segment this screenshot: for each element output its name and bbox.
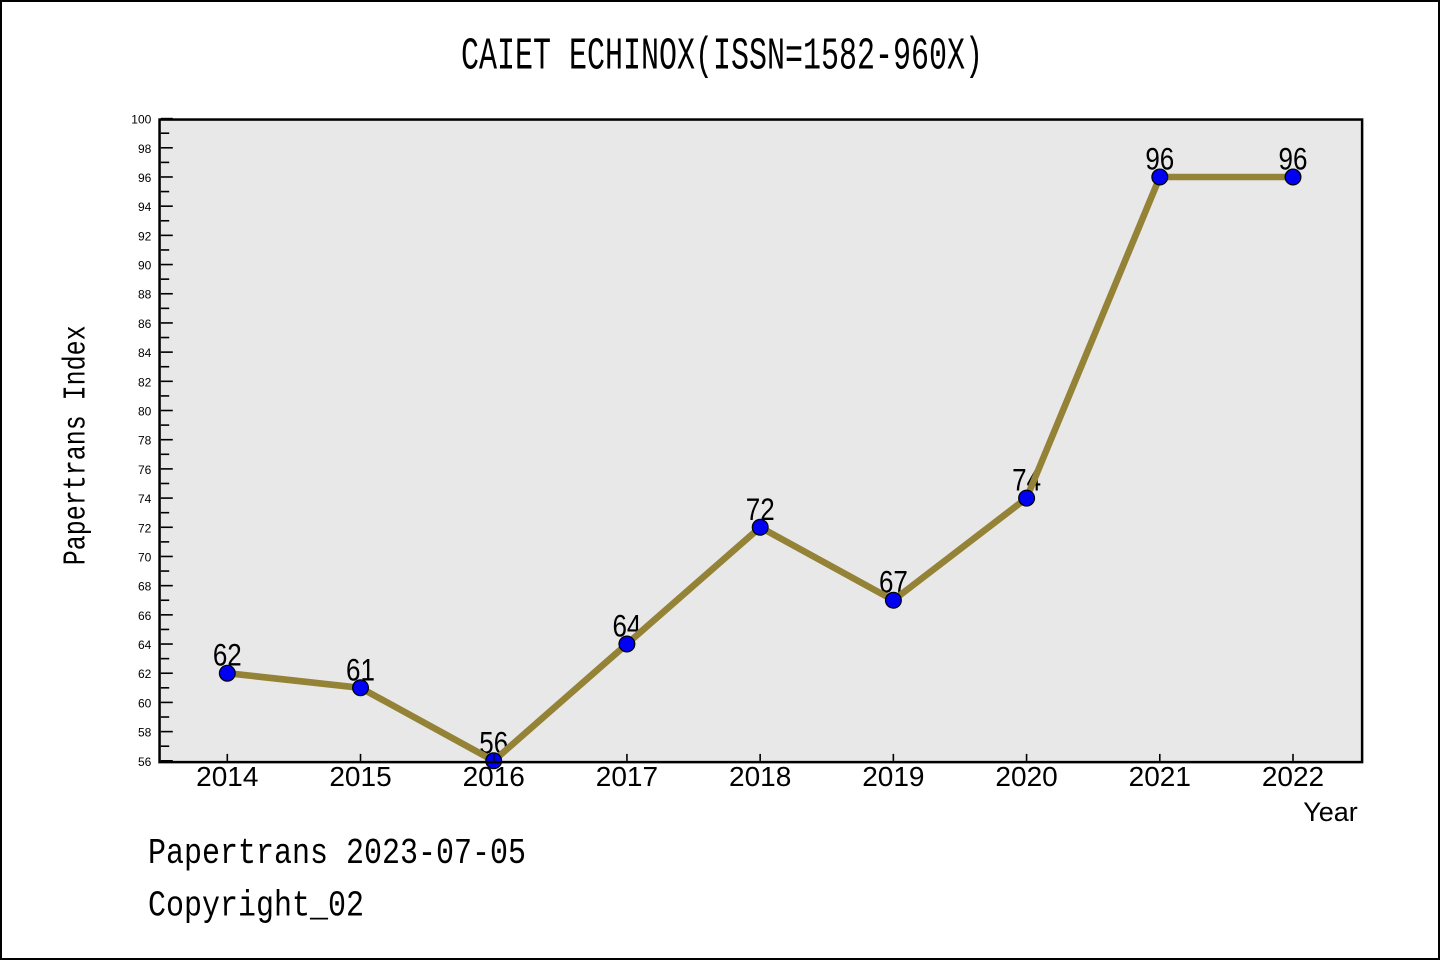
- svg-text:2022: 2022: [1262, 761, 1324, 792]
- svg-text:76: 76: [138, 463, 152, 477]
- svg-text:Year: Year: [1303, 797, 1358, 827]
- svg-text:2020: 2020: [995, 761, 1057, 792]
- svg-text:CAIET ECHINOX(ISSN=1582-960X): CAIET ECHINOX(ISSN=1582-960X): [461, 32, 983, 83]
- svg-text:88: 88: [138, 288, 152, 302]
- svg-text:64: 64: [138, 638, 152, 652]
- svg-text:90: 90: [138, 259, 152, 273]
- svg-text:66: 66: [138, 609, 152, 623]
- svg-text:98: 98: [138, 142, 152, 156]
- svg-text:70: 70: [138, 550, 152, 564]
- svg-text:2018: 2018: [729, 761, 791, 792]
- svg-text:Papertrans Index: Papertrans Index: [58, 325, 95, 565]
- svg-text:74: 74: [138, 492, 152, 506]
- svg-text:82: 82: [138, 375, 152, 389]
- svg-text:94: 94: [138, 200, 152, 214]
- svg-text:100: 100: [131, 113, 151, 127]
- svg-text:56: 56: [138, 755, 152, 769]
- svg-text:62: 62: [138, 667, 152, 681]
- svg-text:2015: 2015: [329, 761, 391, 792]
- svg-text:60: 60: [138, 696, 152, 710]
- svg-text:2019: 2019: [862, 761, 924, 792]
- svg-text:58: 58: [138, 726, 152, 740]
- svg-text:78: 78: [138, 434, 152, 448]
- svg-text:92: 92: [138, 229, 152, 243]
- svg-text:72: 72: [138, 521, 152, 535]
- svg-text:2017: 2017: [596, 761, 658, 792]
- svg-text:Copyright_02: Copyright_02: [148, 885, 364, 926]
- svg-text:86: 86: [138, 317, 152, 331]
- svg-text:2021: 2021: [1129, 761, 1191, 792]
- svg-text:96: 96: [138, 171, 152, 185]
- svg-text:2014: 2014: [196, 761, 258, 792]
- svg-text:80: 80: [138, 405, 152, 419]
- svg-text:84: 84: [138, 346, 152, 360]
- svg-text:Papertrans 2023-07-05: Papertrans 2023-07-05: [148, 832, 526, 873]
- svg-text:68: 68: [138, 580, 152, 594]
